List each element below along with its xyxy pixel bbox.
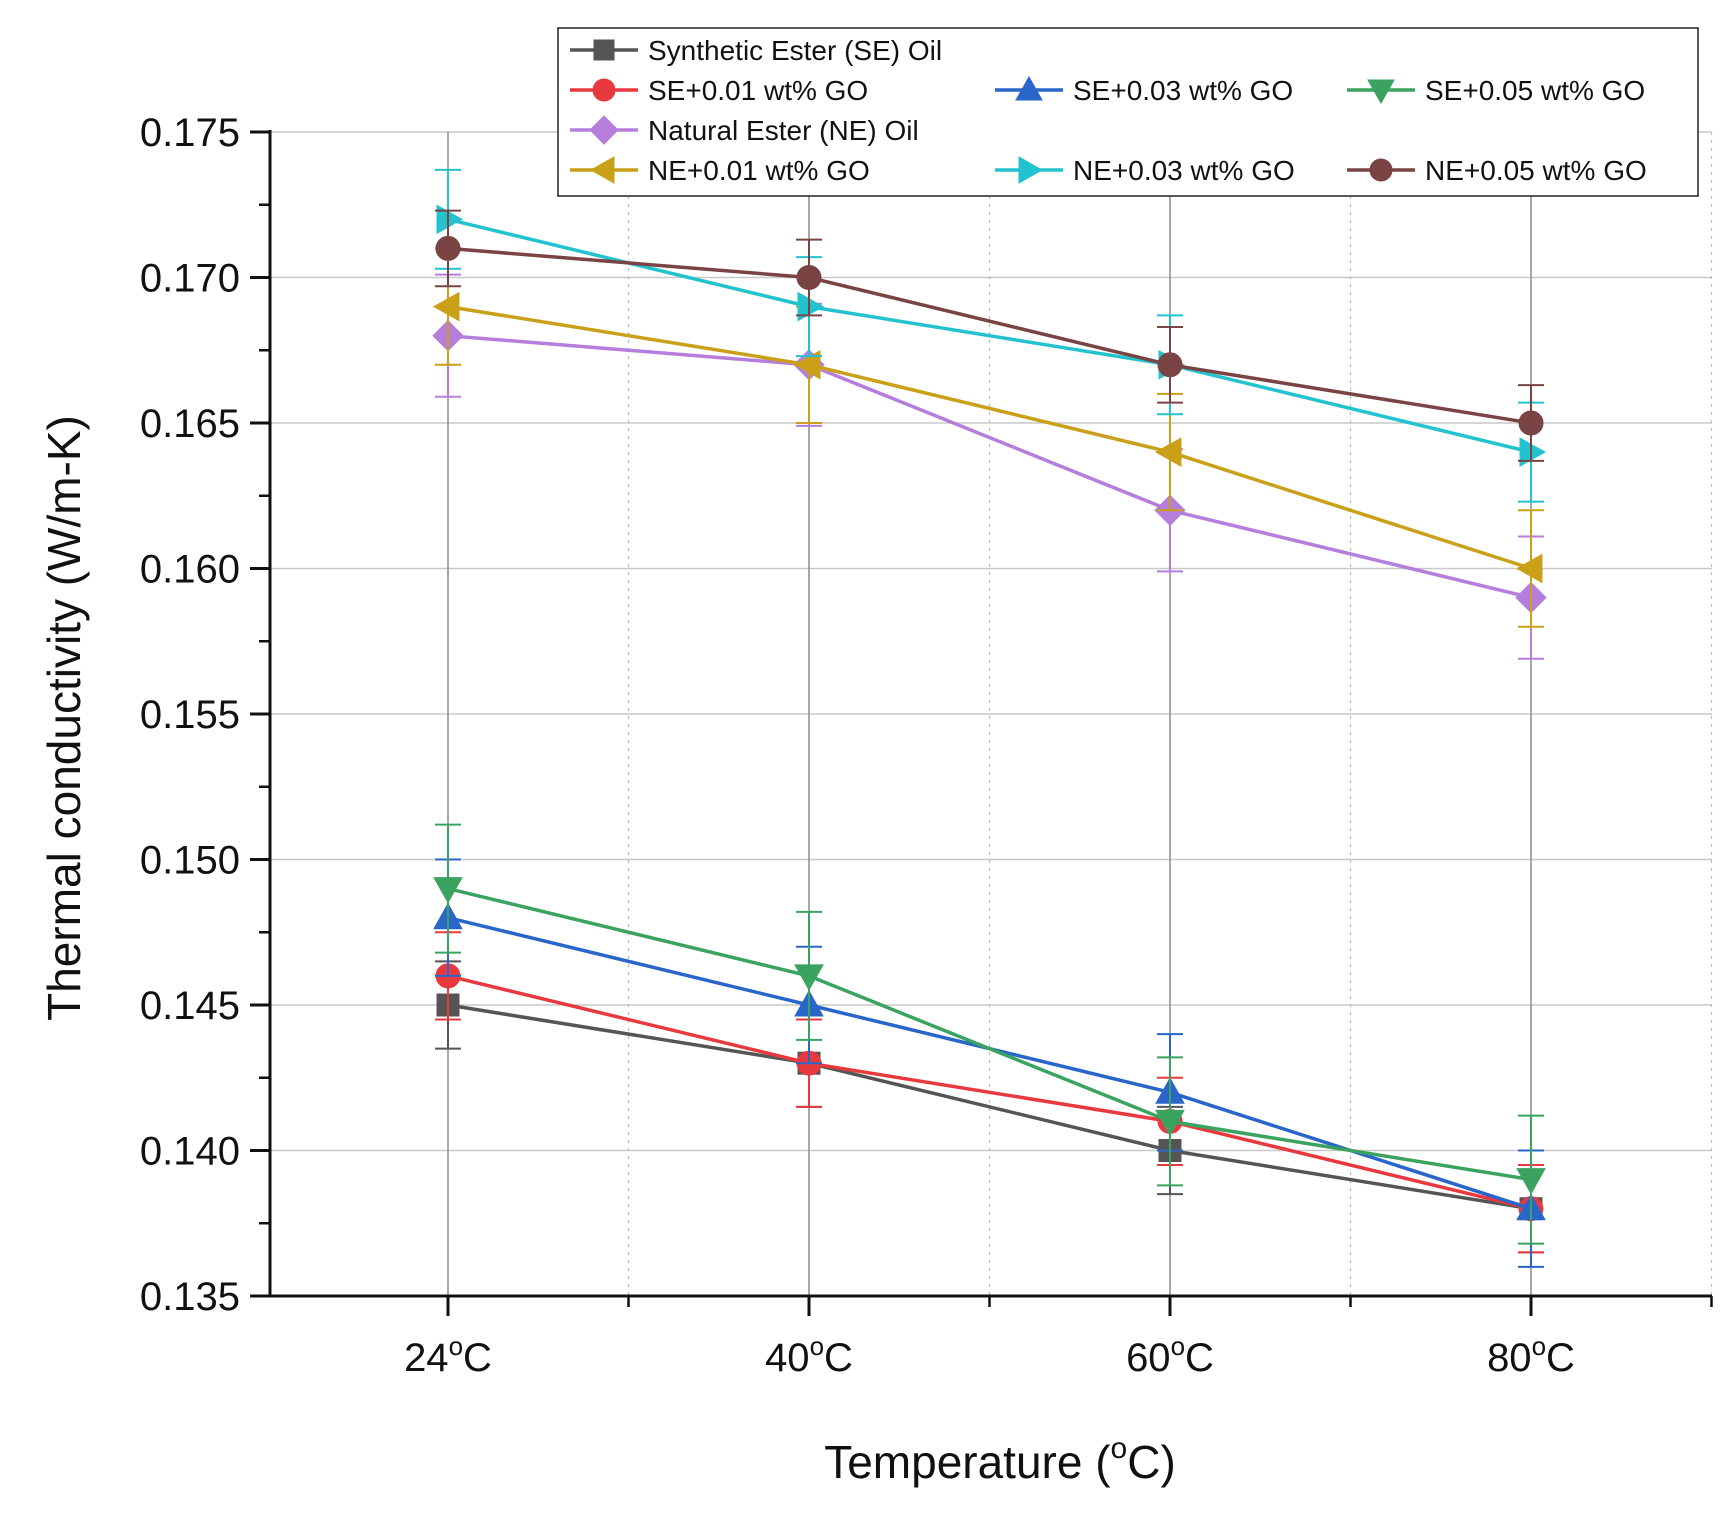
x-tick-label: 24oC	[404, 1331, 492, 1380]
legend-item: NE+0.03 wt% GO	[995, 155, 1295, 186]
x-axis-title: Temperature (oC)	[824, 1432, 1176, 1488]
grid	[270, 131, 1713, 1296]
y-tick-label: 0.150	[140, 839, 240, 883]
legend-item: SE+0.03 wt% GO	[995, 75, 1293, 106]
data-point	[796, 265, 822, 290]
legend-box	[557, 27, 1699, 197]
data-point	[435, 235, 461, 261]
x-axis-title-main: Temperature (	[824, 1436, 1111, 1488]
data-point	[793, 349, 821, 380]
x-axis-title-degree: o	[1111, 1432, 1128, 1465]
legend: Synthetic Ester (SE) Oil SE+0.01 wt% GO SE…	[557, 27, 1699, 197]
legend-item: NE+0.05 wt% GO	[1347, 155, 1647, 186]
series-6	[435, 168, 1547, 503]
legend-label: Natural Ester (NE) Oil	[648, 115, 919, 146]
data-point	[432, 291, 460, 322]
series-line	[447, 304, 1532, 571]
y-tick-label: 0.140	[140, 1130, 240, 1174]
data-point	[794, 964, 824, 991]
data-point	[1154, 437, 1182, 467]
y-axis-title: Thermal conductivity (W/m-K)	[38, 415, 90, 1021]
series-3	[433, 823, 1546, 1245]
data-point	[1515, 553, 1543, 584]
x-axis-title-unit: C)	[1127, 1436, 1176, 1488]
series-line	[447, 1003, 1532, 1211]
legend-label: SE+0.03 wt% GO	[1073, 75, 1293, 106]
legend-label: NE+0.03 wt% GO	[1073, 155, 1295, 186]
legend-label: SE+0.01 wt% GO	[648, 75, 868, 106]
y-tick-label: 0.155	[140, 693, 240, 737]
legend-marker	[593, 39, 615, 61]
x-tick-label: 60oC	[1126, 1331, 1214, 1380]
y-tick-label: 0.175	[140, 111, 240, 155]
legend-marker	[592, 78, 616, 102]
legend-item: SE+0.05 wt% GO	[1347, 75, 1645, 106]
y-tick-label: 0.165	[140, 402, 240, 446]
data-point	[1155, 1109, 1185, 1137]
legend-marker	[1369, 158, 1393, 182]
legend-marker	[1015, 75, 1043, 101]
legend-item: SE+0.01 wt% GO	[570, 75, 868, 106]
data-point	[1519, 437, 1547, 467]
y-tick-label: 0.160	[140, 548, 240, 592]
series-line	[447, 333, 1532, 600]
series-layer	[432, 168, 1547, 1268]
data-point	[1518, 410, 1544, 436]
x-tick-label: 80oC	[1487, 1331, 1575, 1380]
data-point	[797, 291, 825, 322]
series-line	[447, 974, 1532, 1211]
legend-item: Natural Ester (NE) Oil	[570, 115, 919, 146]
legend-label: SE+0.05 wt% GO	[1425, 75, 1645, 106]
series-line	[447, 246, 1532, 425]
legend-label: NE+0.01 wt% GO	[648, 155, 870, 186]
y-tick-label: 0.145	[140, 984, 240, 1028]
data-point	[1516, 1168, 1546, 1195]
data-point	[436, 204, 464, 235]
legend-item: NE+0.01 wt% GO	[570, 155, 870, 186]
axes: 0.135 0.140 0.145 0.150 0.155 0.160 0.165 0.170…	[140, 111, 1713, 1380]
legend-marker	[1367, 79, 1395, 105]
series-line	[447, 886, 1532, 1182]
legend-marker	[1018, 156, 1044, 184]
series-7	[435, 209, 1544, 462]
y-tick-label: 0.170	[140, 257, 240, 301]
data-point	[1157, 352, 1183, 378]
legend-marker	[589, 115, 619, 145]
legend-label: Synthetic Ester (SE) Oil	[648, 35, 942, 66]
legend-marker	[589, 156, 615, 184]
legend-label: NE+0.05 wt% GO	[1425, 155, 1647, 186]
y-tick-label: 0.135	[140, 1275, 240, 1319]
legend-item: Synthetic Ester (SE) Oil	[570, 35, 942, 66]
data-point	[433, 877, 463, 904]
x-tick-label: 40oC	[765, 1331, 853, 1380]
